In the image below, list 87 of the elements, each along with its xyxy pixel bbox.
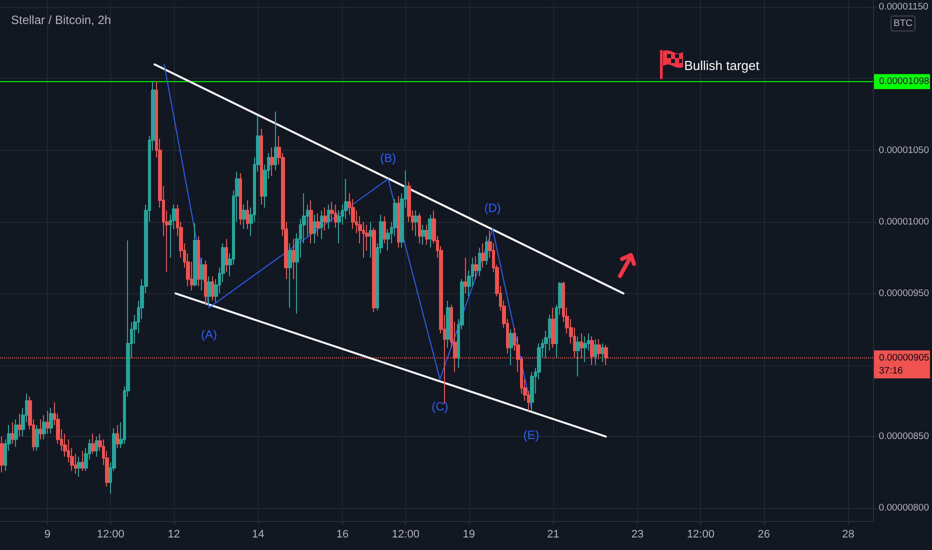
candlestick bbox=[42, 414, 46, 440]
annotation: (B) bbox=[380, 150, 396, 165]
candlestick bbox=[418, 212, 421, 244]
ref-line-label: 0.00000905 bbox=[879, 352, 930, 364]
candlestick bbox=[313, 214, 316, 244]
candlestick bbox=[576, 336, 580, 377]
candlestick bbox=[594, 338, 597, 366]
candlestick bbox=[81, 450, 84, 472]
candlestick bbox=[270, 146, 274, 177]
candlestick bbox=[583, 336, 587, 363]
x-tick-label: 12:00 bbox=[392, 528, 420, 540]
y-axis-title: BTC bbox=[894, 18, 913, 29]
candlestick bbox=[530, 372, 534, 412]
candlestick bbox=[200, 257, 204, 292]
candlestick bbox=[225, 238, 228, 272]
y-tick-label: 0.00000850 bbox=[878, 431, 930, 442]
annotation: Bullish target bbox=[684, 58, 760, 74]
candlestick bbox=[414, 210, 418, 237]
ref-line-label: 0.00001098 bbox=[879, 76, 930, 88]
candlestick bbox=[239, 172, 242, 226]
x-tick-label: 12 bbox=[168, 528, 180, 540]
candlestick bbox=[309, 200, 313, 244]
candlestick bbox=[14, 418, 18, 448]
candlestick bbox=[35, 424, 39, 452]
candlestick bbox=[425, 224, 429, 246]
candlestick bbox=[49, 407, 53, 434]
candlestick bbox=[478, 247, 481, 277]
candlestick bbox=[481, 242, 485, 268]
x-tick-label: 26 bbox=[758, 528, 770, 540]
x-tick-label: 12:00 bbox=[686, 528, 714, 540]
candlestick bbox=[91, 433, 95, 454]
text: 37:16 bbox=[879, 365, 903, 376]
y-tick-label: 0.00000800 bbox=[878, 502, 930, 514]
x-tick-label: 21 bbox=[547, 528, 560, 540]
candlestick bbox=[46, 410, 49, 434]
candlestick bbox=[77, 456, 81, 478]
x-tick-label: 16 bbox=[336, 528, 349, 540]
candlestick bbox=[260, 128, 263, 206]
y-tick-label: 0.00001050 bbox=[878, 144, 930, 156]
candlestick bbox=[421, 224, 425, 246]
y-tick-label: 0.00000950 bbox=[878, 288, 930, 299]
candlestick bbox=[193, 222, 197, 287]
annotation: (D) bbox=[484, 201, 501, 216]
y-tick-label: 0.00001000 bbox=[878, 216, 930, 228]
x-tick-label: 19 bbox=[462, 528, 476, 540]
candlestick bbox=[327, 204, 330, 230]
candlestick bbox=[197, 236, 200, 287]
candlestick bbox=[274, 111, 277, 171]
candlestick bbox=[509, 328, 513, 366]
candlestick bbox=[288, 242, 292, 308]
candlestick bbox=[464, 257, 467, 294]
annotation: (E) bbox=[523, 428, 540, 442]
x-tick-label: 12:00 bbox=[96, 528, 124, 540]
y-tick-label: 0.00001150 bbox=[878, 2, 928, 13]
candlestick bbox=[0, 436, 4, 473]
candlestick bbox=[207, 276, 211, 304]
candlestick bbox=[18, 413, 21, 438]
x-tick-label: 23 bbox=[631, 528, 644, 540]
candlestick bbox=[383, 216, 386, 244]
annotation: (C) bbox=[432, 399, 448, 414]
candlestick bbox=[372, 227, 376, 313]
candlestick bbox=[323, 207, 327, 231]
candlestick bbox=[292, 238, 295, 280]
x-tick-label: 14 bbox=[252, 528, 264, 540]
candlestick bbox=[446, 300, 450, 348]
candlestick bbox=[334, 204, 337, 228]
candlestick bbox=[316, 212, 320, 237]
candlestick bbox=[11, 422, 14, 444]
candlestick bbox=[95, 436, 98, 458]
candlestick bbox=[211, 276, 214, 302]
candlestick bbox=[242, 204, 246, 230]
candlestick bbox=[551, 307, 555, 348]
candlestick bbox=[204, 260, 207, 306]
candlestick bbox=[428, 214, 432, 248]
x-tick-label: 28 bbox=[842, 528, 854, 540]
x-tick-label: 9 bbox=[44, 528, 50, 540]
candlestick bbox=[601, 343, 604, 363]
candlestick bbox=[320, 210, 323, 240]
candlestick bbox=[369, 221, 372, 258]
candlestick bbox=[397, 196, 400, 248]
candlestick bbox=[485, 236, 488, 266]
candlestick bbox=[39, 418, 42, 440]
text: Stellar / Bitcoin, 2h bbox=[11, 13, 112, 27]
candlestick bbox=[474, 256, 478, 280]
annotation: (A) bbox=[200, 328, 217, 342]
candlestick bbox=[116, 424, 119, 449]
candlestick bbox=[246, 200, 249, 230]
